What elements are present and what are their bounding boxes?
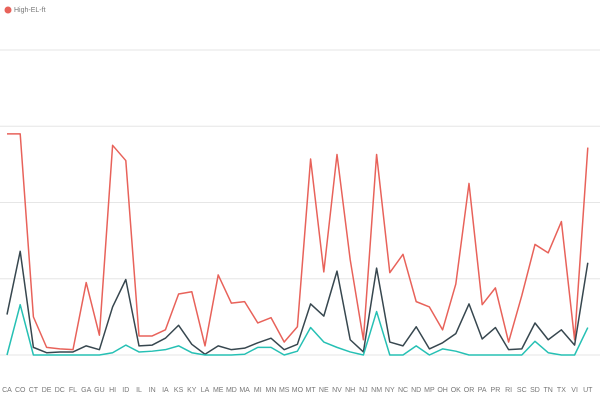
x-tick-label: FL [69, 387, 77, 394]
series-line [6, 250, 589, 355]
x-tick-label: LA [201, 387, 210, 394]
x-tick-label: TX [557, 387, 566, 394]
x-tick-label: SD [530, 387, 540, 394]
x-tick-label: NE [319, 387, 329, 394]
x-tick-label: IA [162, 387, 169, 394]
series-line [6, 303, 589, 356]
x-tick-label: CT [29, 387, 39, 394]
x-tick-label: NY [385, 387, 395, 394]
x-tick-label: NV [332, 387, 342, 394]
x-tick-label: SC [517, 387, 527, 394]
x-tick-label: MP [424, 387, 435, 394]
x-tick-label: PA [478, 387, 487, 394]
x-tick-label: IN [149, 387, 156, 394]
x-tick-label: PR [491, 387, 501, 394]
x-tick-label: DC [55, 387, 65, 394]
x-tick-label: MO [292, 387, 304, 394]
x-tick-label: MI [254, 387, 262, 394]
legend-marker [4, 6, 12, 14]
x-tick-label: NC [398, 387, 408, 394]
x-tick-label: VI [571, 387, 578, 394]
x-tick-label: GU [94, 387, 105, 394]
x-tick-label: MD [226, 387, 237, 394]
x-tick-label: HI [109, 387, 116, 394]
x-tick-label: KS [174, 387, 184, 394]
legend-label: High-EL-ft [14, 7, 46, 14]
x-tick-label: CA [2, 387, 12, 394]
x-tick-label: OR [464, 387, 475, 394]
x-tick-label: MS [279, 387, 290, 394]
series-line [7, 133, 589, 351]
x-tick-label: ND [411, 387, 421, 394]
x-tick-label: ME [213, 387, 224, 394]
x-tick-label: GA [81, 387, 91, 394]
x-tick-label: OK [451, 387, 461, 394]
x-tick-label: NH [345, 387, 355, 394]
x-tick-label: MT [306, 387, 317, 394]
x-tick-label: CO [15, 387, 26, 394]
x-tick-label: ID [122, 387, 129, 394]
x-tick-label: TN [544, 387, 553, 394]
x-tick-label: RI [505, 387, 512, 394]
x-tick-label: MA [239, 387, 250, 394]
x-tick-label: UT [583, 387, 593, 394]
x-tick-label: MN [266, 387, 277, 394]
x-tick-label: DE [42, 387, 52, 394]
x-tick-label: OH [437, 387, 448, 394]
x-tick-label: NJ [359, 387, 368, 394]
x-tick-label: KY [187, 387, 197, 394]
x-tick-label: IL [136, 387, 142, 394]
x-tick-label: NM [371, 387, 382, 394]
